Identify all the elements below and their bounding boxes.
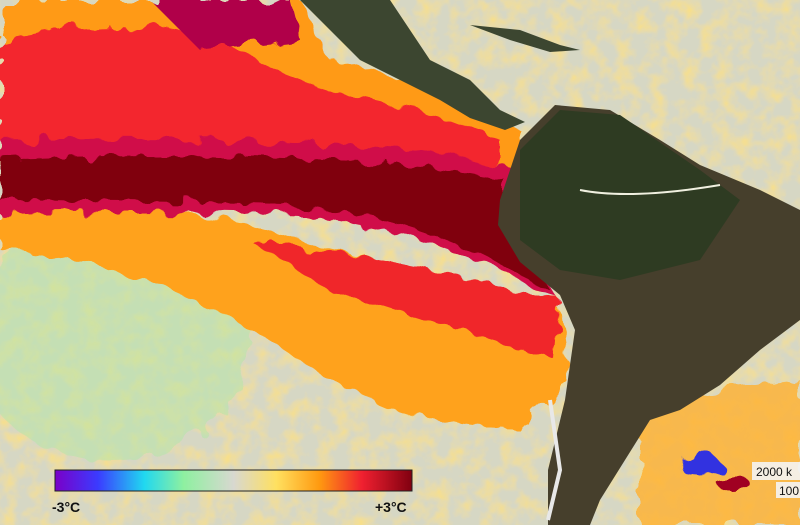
warm-south xyxy=(0,200,570,430)
scale-bar-label: 2000 k xyxy=(756,465,793,479)
warm-north-core xyxy=(0,25,500,165)
southwest-atlantic xyxy=(640,380,800,525)
caribbean-islands xyxy=(470,25,580,52)
central-america xyxy=(300,0,525,130)
land xyxy=(300,0,800,525)
cold-eddy xyxy=(680,453,720,477)
colorbar xyxy=(54,469,413,492)
warm-south-core xyxy=(250,240,560,360)
scale-bar-secondary-label: 100 xyxy=(779,484,799,498)
warm-eddy xyxy=(720,475,750,495)
colorbar-min-label: -3°C xyxy=(52,499,80,515)
river xyxy=(579,184,721,195)
scale-bar-box-2 xyxy=(776,482,800,498)
amazon-forest xyxy=(520,110,740,280)
andes-snow xyxy=(546,399,563,521)
scale-bar-box xyxy=(752,462,800,480)
colorbar-max-label: +3°C xyxy=(375,499,407,515)
equatorial-core xyxy=(0,156,550,290)
warm-north-patch xyxy=(150,0,300,50)
